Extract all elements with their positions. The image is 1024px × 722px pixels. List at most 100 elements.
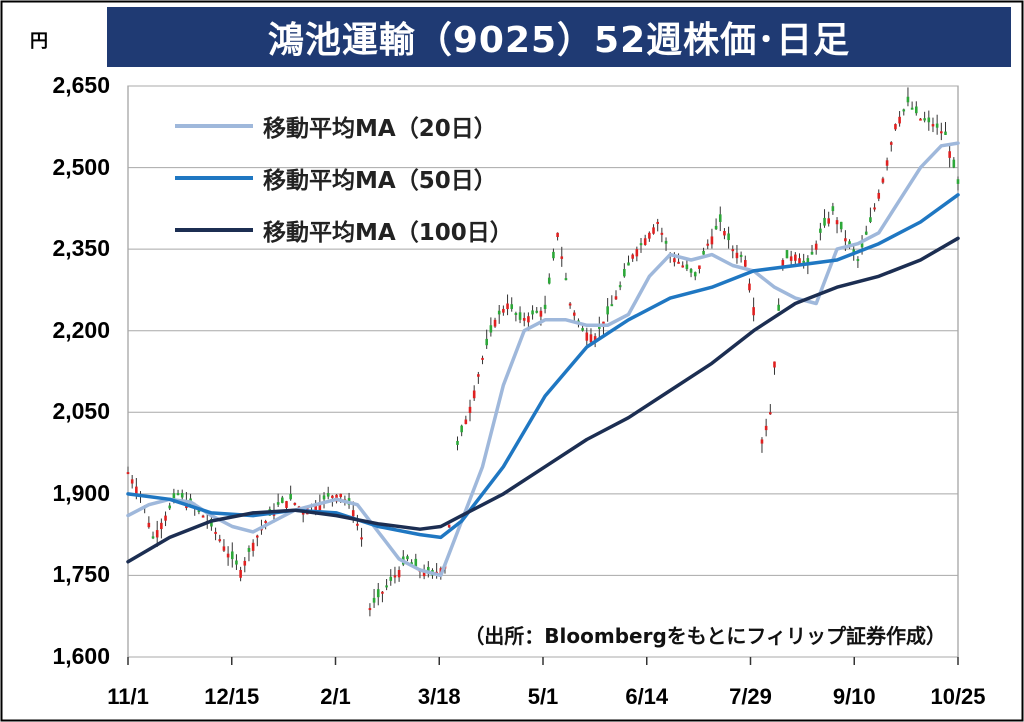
y-tick-label: 1,750 xyxy=(52,561,110,588)
candle-body xyxy=(560,256,564,259)
candle-body xyxy=(781,260,785,268)
candle-body xyxy=(164,515,167,521)
candle-body xyxy=(226,553,230,558)
candle-body xyxy=(506,303,509,310)
candle-body xyxy=(552,251,555,259)
candle-body xyxy=(531,310,534,315)
candle-body xyxy=(351,510,355,517)
candle-body xyxy=(956,179,960,184)
y-tick-label: 2,650 xyxy=(52,72,110,98)
candle-body xyxy=(393,575,397,578)
x-tick-label: 12/15 xyxy=(204,684,260,709)
candle-body xyxy=(518,312,522,320)
y-tick-label: 2,500 xyxy=(52,153,110,180)
candle-body xyxy=(489,325,493,333)
candle-body xyxy=(556,232,559,238)
candle-body xyxy=(598,326,601,329)
legend-label-ma50: 移動平均MA（50日） xyxy=(263,168,497,194)
candle-body xyxy=(376,589,380,598)
candle-body xyxy=(810,251,814,255)
candle-body xyxy=(397,569,401,578)
candle-body xyxy=(819,228,822,233)
x-tick-label: 5/1 xyxy=(527,684,559,709)
candle-body xyxy=(731,249,735,252)
candle-body xyxy=(894,124,897,130)
candle-body xyxy=(472,390,476,399)
candle-body xyxy=(155,530,159,538)
candle-body xyxy=(514,313,518,316)
legend-item-ma20: 移動平均MA（20日） xyxy=(175,100,513,152)
candle-body xyxy=(368,608,372,611)
candle-body xyxy=(230,551,234,560)
candle-body xyxy=(944,131,947,135)
chart-title: 鴻池運輸（9025）52週株価･日足 xyxy=(267,20,851,61)
candle-body xyxy=(543,304,547,309)
candle-body xyxy=(639,243,643,246)
legend-swatch-ma20 xyxy=(175,124,253,128)
candle-body xyxy=(464,419,468,425)
candle-body xyxy=(898,116,901,124)
candle-body xyxy=(356,523,359,526)
x-tick-label: 11/1 xyxy=(107,684,149,709)
y-tick-label: 2,050 xyxy=(52,398,110,425)
legend-swatch-ma100 xyxy=(175,228,253,232)
candle-body xyxy=(389,576,393,581)
y-tick-label: 2,200 xyxy=(52,316,110,343)
candle-body xyxy=(610,304,614,307)
candle-body xyxy=(372,597,376,603)
candle-body xyxy=(948,151,951,158)
candle-body xyxy=(172,493,176,502)
candle-body xyxy=(839,221,843,230)
candle-body xyxy=(214,531,217,534)
y-tick-label: 1,900 xyxy=(52,479,110,506)
candle-body xyxy=(251,542,255,551)
candle-body xyxy=(723,231,726,236)
candle-body xyxy=(827,218,830,224)
candle-body xyxy=(606,306,609,315)
candle-body xyxy=(743,260,747,267)
candle-body xyxy=(326,493,330,497)
candle-body xyxy=(631,254,634,259)
candle-body xyxy=(773,361,776,368)
candle-body xyxy=(243,560,247,566)
candle-body xyxy=(823,217,826,226)
candle-body xyxy=(935,123,939,128)
candle-body xyxy=(806,258,810,266)
candle-body xyxy=(814,243,818,250)
candle-body xyxy=(798,258,801,265)
candle-body xyxy=(197,509,201,512)
candle-body xyxy=(168,505,172,509)
candle-body xyxy=(218,539,222,542)
candle-body xyxy=(460,425,463,433)
title-bar: 鴻池運輸（9025）52週株価･日足 xyxy=(107,7,1011,67)
candle-body xyxy=(235,560,238,565)
candle-body xyxy=(860,243,864,248)
candle-body xyxy=(527,316,530,323)
candle-body xyxy=(718,214,722,222)
candle-body xyxy=(652,227,655,234)
candle-body xyxy=(656,221,659,224)
candle-body xyxy=(873,207,876,210)
source-note: （出所：Bloombergをもとにフィリップ証券作成） xyxy=(464,624,946,648)
candle-body xyxy=(681,265,685,268)
candle-body xyxy=(314,504,317,512)
candle-body xyxy=(414,558,418,567)
candle-body xyxy=(318,502,322,511)
candle-body xyxy=(635,249,639,257)
candle-body xyxy=(914,106,918,114)
candle-body xyxy=(568,303,572,306)
candle-body xyxy=(931,124,935,127)
candle-body xyxy=(727,233,730,241)
candle-body xyxy=(331,495,334,498)
candle-body xyxy=(748,283,751,291)
candle-body xyxy=(147,522,151,528)
candle-body xyxy=(151,536,155,539)
candle-body xyxy=(456,440,459,445)
x-tick-label: 10/25 xyxy=(930,684,986,709)
candle-body xyxy=(844,238,847,242)
candle-body xyxy=(835,220,839,225)
candle-body xyxy=(406,556,409,560)
candle-body xyxy=(848,241,851,246)
candle-body xyxy=(769,412,772,415)
